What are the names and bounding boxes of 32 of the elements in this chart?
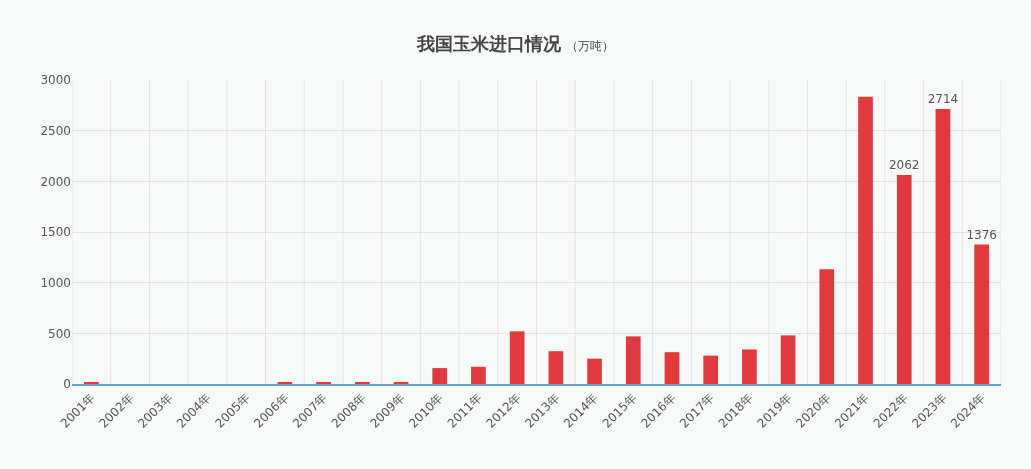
bar bbox=[432, 368, 448, 384]
bar bbox=[664, 352, 680, 384]
bar bbox=[316, 381, 331, 384]
bar bbox=[974, 244, 989, 384]
y-tick-label: 1000 bbox=[40, 275, 71, 290]
chart-title: 我国玉米进口情况 bbox=[415, 33, 562, 55]
bar bbox=[548, 351, 564, 384]
bar bbox=[896, 175, 912, 384]
y-tick-label: 3000 bbox=[40, 73, 71, 88]
y-tick-label: 1500 bbox=[40, 225, 71, 240]
bar bbox=[277, 381, 293, 384]
data-label: 2714 bbox=[927, 91, 959, 106]
y-tick-label: 500 bbox=[48, 326, 71, 341]
y-tick-label: 0 bbox=[63, 377, 71, 392]
bar bbox=[471, 366, 486, 384]
bar bbox=[354, 381, 370, 384]
bar bbox=[858, 96, 873, 384]
bar bbox=[509, 331, 525, 384]
bar bbox=[393, 381, 409, 384]
bar bbox=[703, 355, 719, 384]
bar bbox=[819, 269, 835, 384]
bar bbox=[742, 349, 757, 384]
y-tick-label: 2500 bbox=[40, 123, 71, 138]
bar bbox=[780, 335, 796, 384]
bar bbox=[587, 358, 602, 384]
y-tick-label: 2000 bbox=[40, 174, 71, 189]
chart-subtitle: （万吨） bbox=[566, 39, 615, 54]
bar bbox=[935, 108, 951, 384]
data-label: 2062 bbox=[888, 158, 920, 173]
bar bbox=[84, 381, 99, 384]
bar bbox=[625, 336, 641, 384]
data-label: 1376 bbox=[966, 227, 997, 242]
